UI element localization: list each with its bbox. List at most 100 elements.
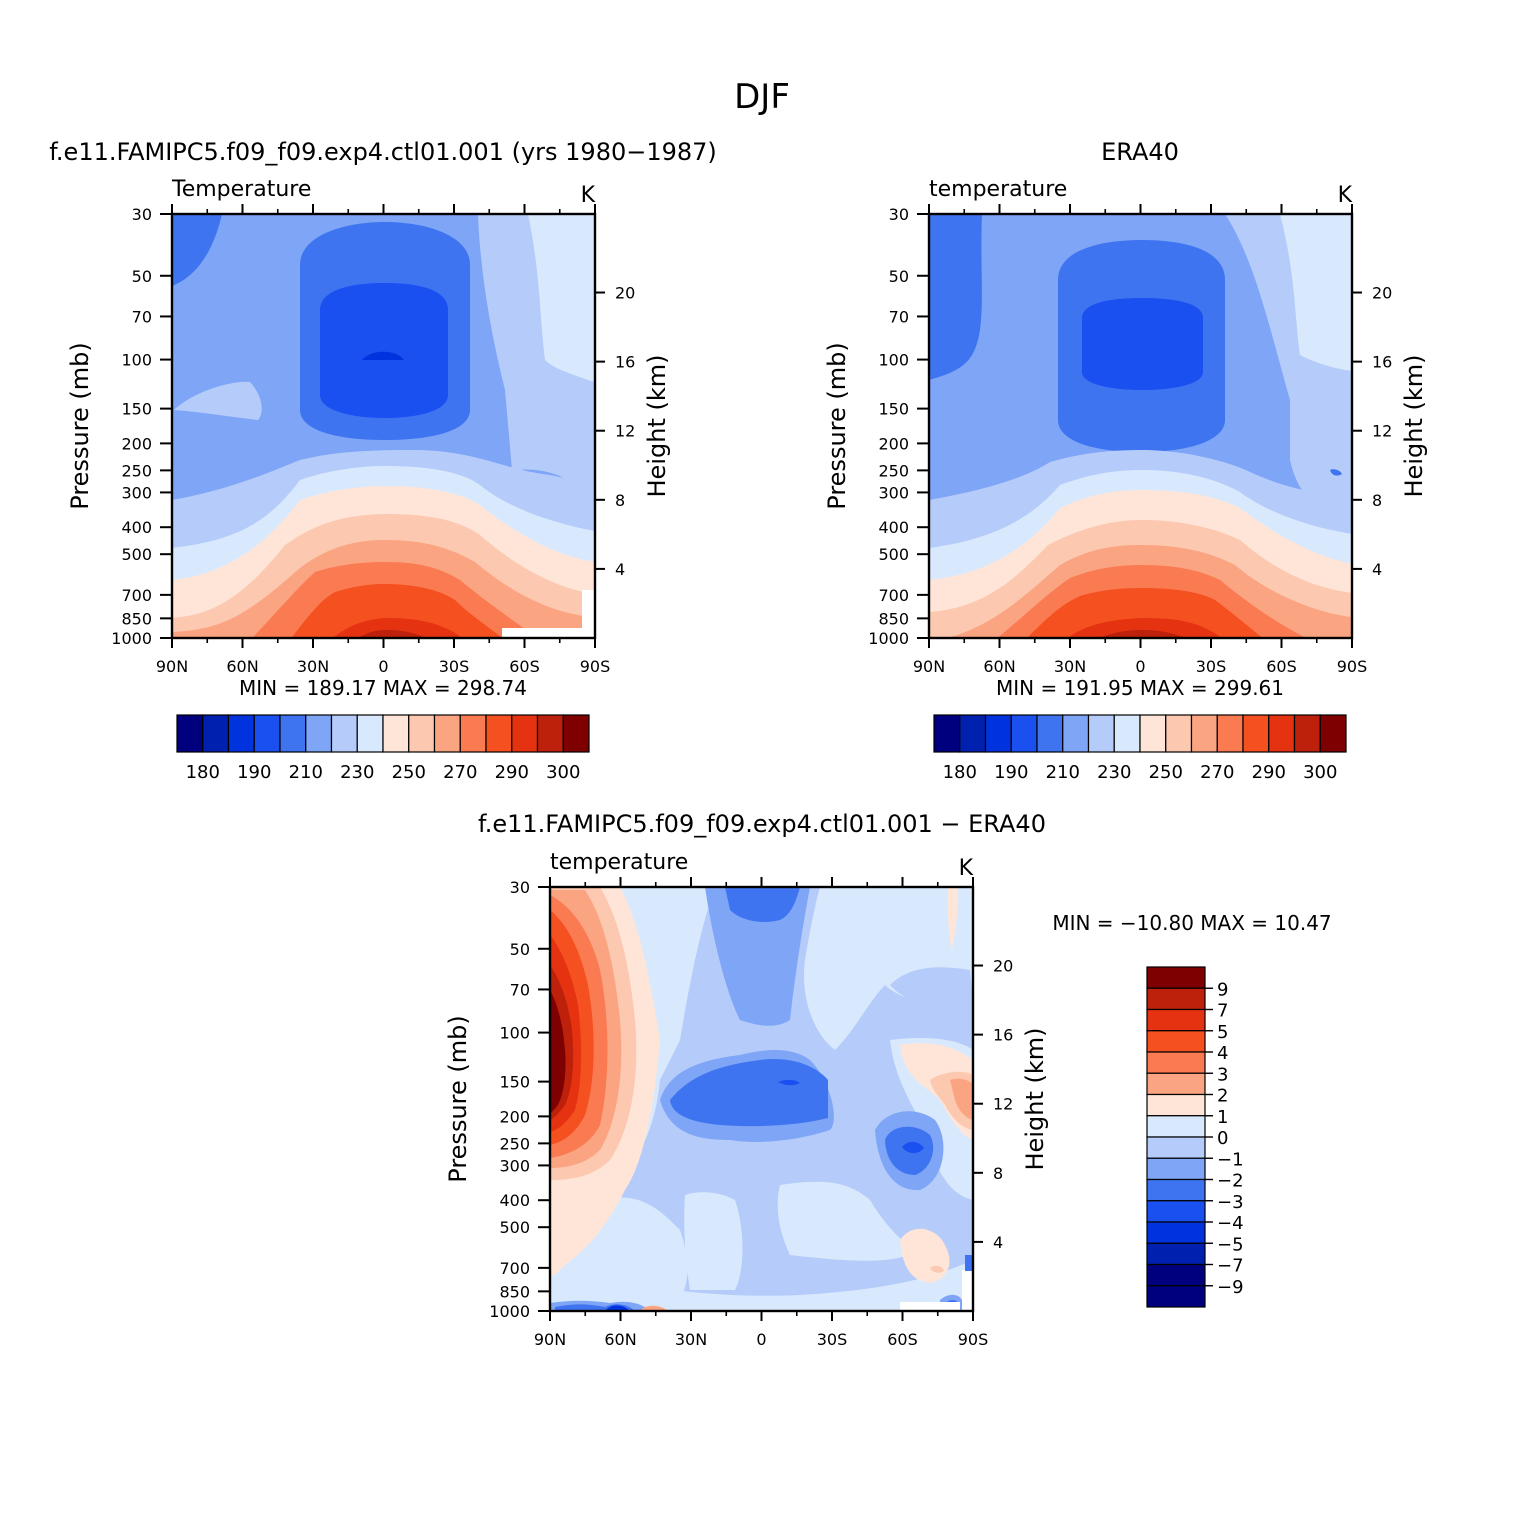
colorbar-label: 210 [1046,762,1080,783]
y-tick-label: 150 [499,1073,530,1092]
x-tick-label: 60N [226,657,258,676]
panel-diff-title: f.e11.FAMIPC5.f09_f09.exp4.ctl01.001 − E… [478,810,1046,838]
x-tick-label: 60N [604,1330,636,1349]
y-tick-label: 400 [499,1191,530,1210]
colorbar-box [984,714,1012,753]
colorbar-box [1319,714,1347,753]
colorbar-box [1146,966,1206,989]
colorbar-box [1146,1285,1206,1308]
colorbar-box [1146,1093,1206,1117]
colorbar-box [1268,714,1296,753]
y2-tick-label: 16 [993,1026,1013,1045]
panel-model-axes: 90N 60N 30N 0 30S 60S 90S 30 50 70 100 150 200 250 300… [66,204,671,676]
colorbar-label: 250 [392,762,426,783]
colorbar-label: 270 [443,762,477,783]
colorbar-label: 230 [1097,762,1131,783]
panel-model-left-string: Temperature [171,177,311,202]
colorbar-label: 290 [495,762,529,783]
figure-title: DJF [734,77,790,117]
panel-model-title: f.e11.FAMIPC5.f09_f09.exp4.ctl01.001 (yr… [49,138,717,166]
panel-diff-axes: 90N 60N 30N 0 30S 60S 90S 30 50 70 100 150 200 250 300… [444,877,1049,1349]
y2-tick-label: 4 [615,560,625,579]
colorbar-box [330,714,358,753]
y-tick-label: 50 [132,267,152,286]
y-tick-label: 50 [510,940,530,959]
colorbar-box [1146,1136,1206,1159]
y-tick-label: 700 [121,586,152,605]
y-tick-label: 300 [121,483,152,502]
colorbar-box [1146,1200,1206,1223]
y-tick-label: 500 [499,1218,530,1237]
y-tick-label: 200 [499,1107,530,1126]
colorbar-box [279,714,307,753]
colorbar-box [1146,1115,1206,1138]
y2-tick-label: 12 [1372,422,1392,441]
colorbar-label: 5 [1217,1022,1228,1043]
panel-era40: ERA40 temperature K 90N 60N 30N 0 30S 60S 90S 3… [823,138,1428,783]
colorbar-box [1146,987,1206,1011]
colorbar-box [959,714,987,753]
colorbar-label: 250 [1149,762,1183,783]
colorbar-box [1146,1051,1206,1074]
panel-model-stats: MIN = 189.17 MAX = 298.74 [239,676,527,700]
colorbar-box [1216,714,1244,753]
colorbar-label: −7 [1217,1256,1244,1277]
x-tick-label: 30S [439,657,470,676]
y-axis-label: Pressure (mb) [444,1015,472,1182]
y-tick-label: 200 [878,434,909,453]
panel-era40-title: ERA40 [1101,138,1179,166]
colorbar-label: 270 [1200,762,1234,783]
x-tick-label: 90S [958,1330,989,1349]
colorbar-label: 180 [943,762,977,783]
colorbar-box [382,714,410,753]
colorbar-label: 9 [1217,979,1228,1000]
colorbar-label: 210 [289,762,323,783]
colorbar-label: −9 [1217,1277,1244,1298]
colorbar-box [1146,1242,1206,1266]
y-tick-label: 500 [878,545,909,564]
y-tick-label: 1000 [868,629,909,648]
panel-model: f.e11.FAMIPC5.f09_f09.exp4.ctl01.001 (yr… [49,138,717,783]
colorbar-label: 300 [1303,762,1337,783]
x-tick-label: 90S [1337,657,1368,676]
y-tick-label: 70 [132,307,152,326]
panel-diff-stats: MIN = −10.80 MAX = 10.47 [1052,911,1331,935]
panel-diff: f.e11.FAMIPC5.f09_f09.exp4.ctl01.001 − E… [444,810,1332,1349]
colorbar-box [1146,1221,1206,1244]
y-axis-label: Pressure (mb) [66,342,94,509]
colorbar-box [1036,714,1064,753]
x-tick-label: 30N [1054,657,1086,676]
x-tick-label: 60S [1266,657,1297,676]
x-tick-label: 90N [913,657,945,676]
x-tick-label: 90S [580,657,611,676]
x-tick-label: 30N [297,657,329,676]
y2-axis-label: Height (km) [643,355,671,498]
colorbar-box [305,714,333,753]
y-tick-label: 70 [889,307,909,326]
colorbar-label: −3 [1217,1192,1244,1213]
y-tick-label: 500 [121,545,152,564]
y-tick-label: 700 [878,586,909,605]
colorbar-box [1146,1030,1206,1053]
colorbar-box [1113,714,1141,753]
panel-era40-units: K [1338,183,1353,208]
colorbar-label: 3 [1217,1064,1228,1085]
y-tick-label: 150 [878,400,909,419]
x-tick-label: 90N [156,657,188,676]
x-tick-label: 30S [1196,657,1227,676]
panel-model-colorbar: 180 190 210 230 250 270 290 300 [176,714,590,783]
colorbar-box [1165,714,1193,753]
panel-model-units: K [581,183,596,208]
colorbar-box [1146,1072,1206,1096]
colorbar-label: 300 [546,762,580,783]
y-axis-label: Pressure (mb) [823,342,851,509]
y-tick-label: 300 [878,483,909,502]
colorbar-label: 4 [1217,1043,1228,1064]
colorbar-label: −2 [1217,1171,1244,1192]
y2-tick-label: 20 [1372,284,1392,303]
colorbar-box [1242,714,1270,753]
x-tick-label: 0 [1135,657,1145,676]
colorbar-label: 290 [1252,762,1286,783]
colorbar-label: 0 [1217,1128,1228,1149]
